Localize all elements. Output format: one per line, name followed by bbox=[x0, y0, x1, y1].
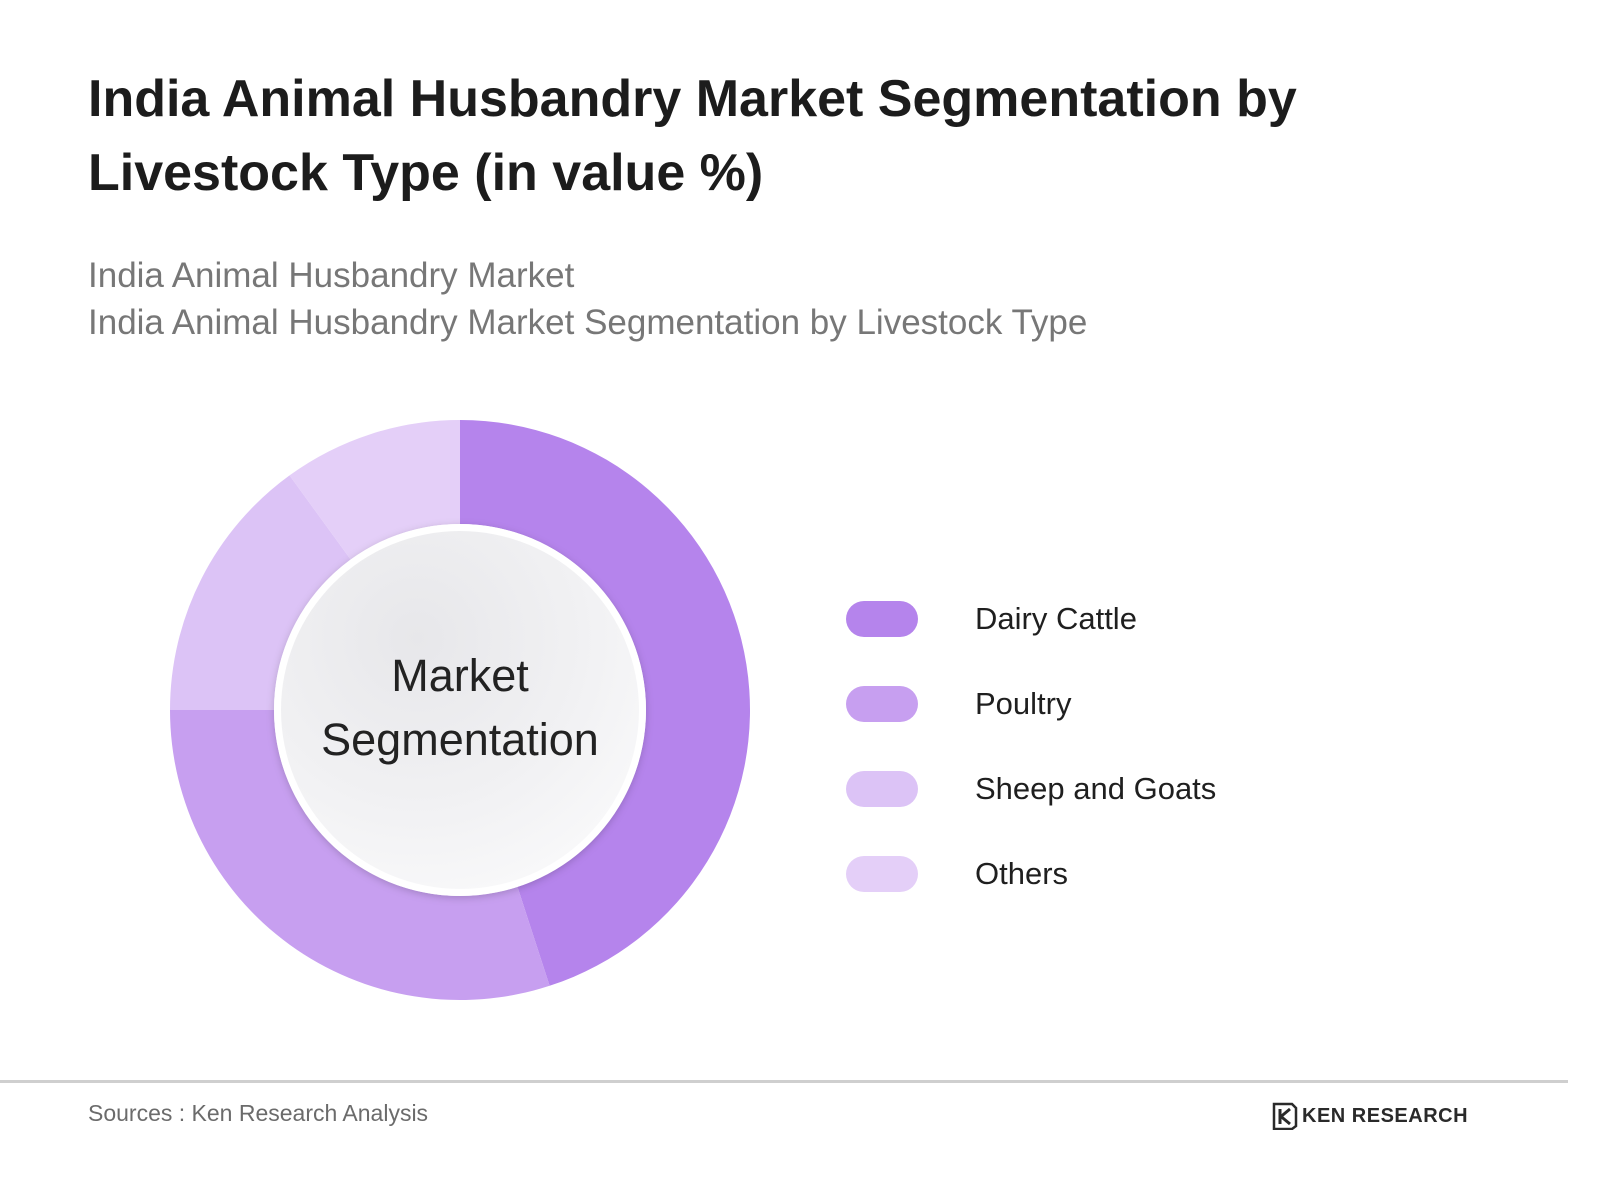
page-title: India Animal Husbandry Market Segmentati… bbox=[88, 70, 1297, 202]
brand-name: KEN RESEARCH bbox=[1302, 1104, 1469, 1127]
donut-slice-sheep-and-goats bbox=[170, 475, 351, 710]
legend-item-dairy-cattle: Dairy Cattle bbox=[846, 576, 1466, 661]
legend-item-others: Others bbox=[846, 831, 1466, 916]
subtitle-segmentation: India Animal Husbandry Market Segmentati… bbox=[88, 303, 1088, 342]
brand-logo: KEN RESEARCH bbox=[1272, 1099, 1468, 1133]
donut-slice-poultry bbox=[170, 710, 550, 1000]
legend-swatch-dairy-cattle bbox=[846, 600, 918, 637]
donut-slices bbox=[170, 420, 750, 1000]
center-label-line2: Segmentation bbox=[321, 714, 599, 765]
center-label-line1: Market bbox=[391, 650, 529, 701]
legend-swatch-sheep-and-goats bbox=[846, 770, 918, 807]
donut-center-disc bbox=[281, 531, 639, 889]
subtitle-market: India Animal Husbandry Market bbox=[88, 256, 575, 295]
chart-legend: Dairy Cattle Poultry Sheep and Goats Others bbox=[846, 576, 1466, 916]
source-note: Sources : Ken Research Analysis bbox=[88, 1100, 429, 1126]
footer-divider bbox=[0, 1080, 1568, 1083]
legend-item-sheep-and-goats: Sheep and Goats bbox=[846, 746, 1466, 831]
legend-label-others: Others bbox=[975, 855, 1069, 891]
legend-label-dairy-cattle: Dairy Cattle bbox=[975, 600, 1137, 636]
legend-swatch-poultry bbox=[846, 685, 918, 722]
legend-label-poultry: Poultry bbox=[975, 685, 1072, 721]
legend-label-sheep-and-goats: Sheep and Goats bbox=[975, 770, 1217, 806]
donut-chart: Market Segmentation bbox=[150, 400, 770, 1020]
ken-research-k-logo-icon bbox=[1272, 1102, 1298, 1130]
donut-slice-dairy-cattle bbox=[460, 420, 750, 986]
donut-slice-others bbox=[289, 420, 460, 560]
donut-chart-svg bbox=[170, 420, 750, 1000]
donut-center-label: Market Segmentation bbox=[290, 644, 630, 772]
legend-item-poultry: Poultry bbox=[846, 661, 1466, 746]
legend-swatch-others bbox=[846, 855, 918, 892]
